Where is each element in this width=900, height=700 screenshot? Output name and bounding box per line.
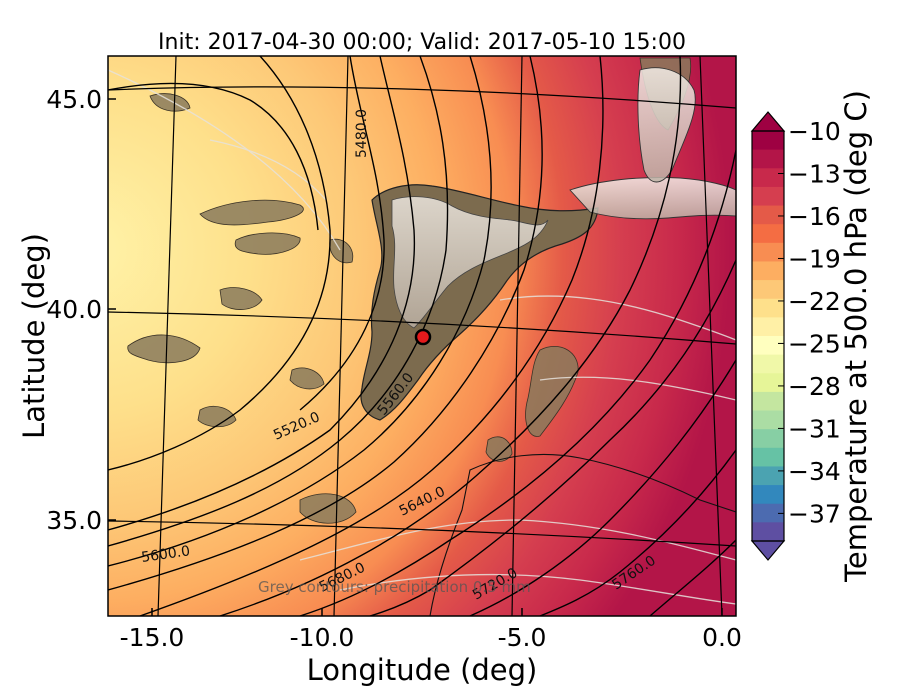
colorbar-tick-label: −22 bbox=[788, 287, 841, 316]
colorbar-segment bbox=[752, 186, 784, 207]
light-contours bbox=[108, 69, 736, 605]
colorbar-segment bbox=[752, 391, 784, 412]
colorbar-max-arrow bbox=[750, 111, 786, 132]
colorbar-tick-label: −28 bbox=[788, 372, 841, 401]
colorbar-segment bbox=[752, 168, 784, 188]
colorbar-segment bbox=[752, 354, 784, 374]
colorbar-ticks: −10 −13 −16 −19 −22 −25 −28 −31 −34 −37 bbox=[778, 117, 841, 528]
colorbar-tick-label: −19 bbox=[788, 244, 841, 273]
colorbar-frame bbox=[751, 130, 785, 542]
colorbar-segment bbox=[752, 280, 784, 300]
colorbar-tick-label: −34 bbox=[788, 457, 841, 486]
colorbar-tick-label: −37 bbox=[788, 499, 841, 528]
colorbar-segment bbox=[752, 522, 784, 542]
contour-label: 5480.0 bbox=[354, 109, 370, 158]
y-ticks bbox=[108, 98, 116, 521]
x-axis-label: Longitude (deg) bbox=[307, 653, 538, 687]
height-contours bbox=[108, 56, 736, 616]
x-tick-label: 0.0 bbox=[702, 623, 742, 652]
plot-title: Init: 2017-04-30 00:00; Valid: 2017-05-1… bbox=[158, 30, 686, 55]
colorbar-tick-label: −31 bbox=[788, 414, 841, 443]
x-tick-label: -15.0 bbox=[120, 623, 185, 652]
colorbar-tick-label: −16 bbox=[788, 202, 841, 231]
iberia-highlands bbox=[391, 196, 549, 329]
colorbar-segment bbox=[752, 410, 784, 430]
y-tick-label: 35.0 bbox=[46, 506, 102, 535]
colorbar-tick-label: −10 bbox=[788, 117, 841, 146]
x-ticks bbox=[151, 608, 723, 616]
contour-label: 5600.0 bbox=[140, 543, 191, 566]
colorbar-segment bbox=[752, 317, 784, 337]
colorbar-tick-label: −13 bbox=[788, 159, 841, 188]
north-africa-land bbox=[429, 453, 736, 616]
pyrenees-alps bbox=[569, 177, 736, 220]
colorbar-label: Temperature at 500.0 hPa (deg C) bbox=[839, 90, 873, 583]
colorbar-segment bbox=[752, 205, 784, 225]
colorbar-segment bbox=[752, 149, 784, 169]
colorbar-segment bbox=[752, 447, 784, 467]
map-frame bbox=[107, 55, 737, 617]
colorbar-segment bbox=[752, 131, 784, 151]
colorbar-segment bbox=[752, 336, 784, 356]
graticule bbox=[108, 56, 736, 616]
location-marker bbox=[414, 328, 432, 346]
map-panel: 5480.0 5520.0 5560.0 5600.0 5640.0 5680.… bbox=[108, 56, 736, 616]
y-axis-label: Latitude (deg) bbox=[17, 233, 51, 439]
colorbar-segment bbox=[752, 261, 784, 281]
footnote: Grey contours: precipitation 0.5 mm bbox=[258, 578, 531, 596]
colorbar-segments bbox=[752, 131, 784, 542]
y-tick-label: 40.0 bbox=[46, 295, 102, 324]
colorbar-segment bbox=[752, 373, 784, 393]
colorbar-segment bbox=[752, 224, 784, 244]
colorbar-segment bbox=[752, 242, 784, 262]
colorbar-segment bbox=[752, 466, 784, 486]
colorbar-segment bbox=[752, 429, 784, 449]
colorbar-segment bbox=[752, 298, 784, 318]
colorbar-tick-label: −25 bbox=[788, 329, 841, 358]
x-tick-label: -5.0 bbox=[498, 623, 547, 652]
colorbar-segment bbox=[752, 503, 784, 523]
colorbar-min-arrow bbox=[750, 540, 786, 561]
y-tick-label: 45.0 bbox=[46, 85, 102, 114]
colorbar: −10 −13 −16 −19 −22 −25 −28 −31 −34 −37 Temperatu… bbox=[750, 90, 873, 583]
colorbar-segment bbox=[752, 485, 784, 505]
x-tick-label: -10.0 bbox=[290, 623, 355, 652]
